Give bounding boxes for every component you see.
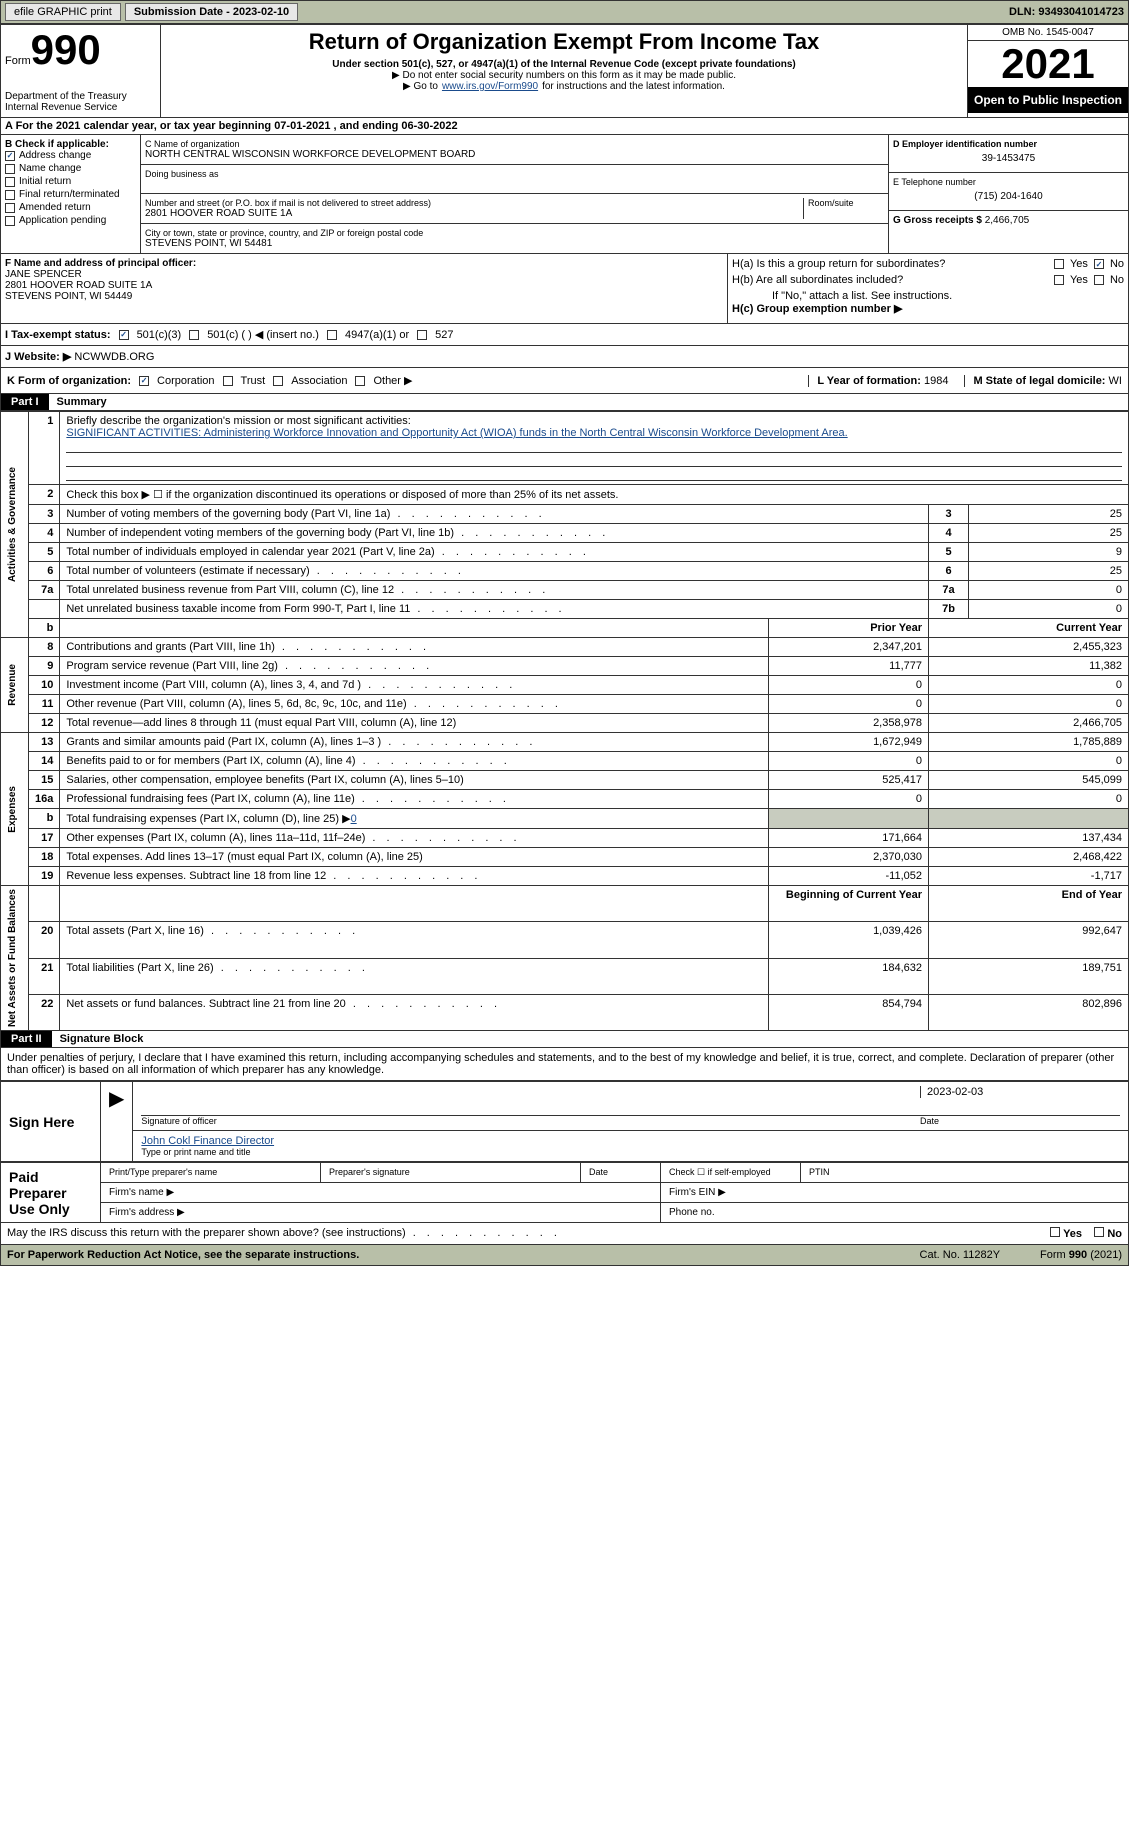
discuss-no[interactable] (1094, 1227, 1104, 1237)
phone-label: E Telephone number (893, 177, 1124, 187)
website-row: J Website: ▶ NCWWDB.ORG (0, 346, 1129, 368)
hb-label: H(b) Are all subordinates included? (732, 274, 1048, 286)
page-footer: For Paperwork Reduction Act Notice, see … (0, 1245, 1129, 1266)
form-title: Return of Organization Exempt From Incom… (165, 29, 963, 55)
ein-label: D Employer identification number (893, 139, 1124, 149)
chk-final-return[interactable] (5, 190, 15, 200)
chk-name-change[interactable] (5, 164, 15, 174)
ha-yes[interactable] (1054, 259, 1064, 269)
irs-link[interactable]: www.irs.gov/Form990 (442, 81, 538, 92)
gross-value: 2,466,705 (985, 215, 1030, 226)
part1-header: Part I Summary (0, 394, 1129, 411)
chk-501c[interactable] (189, 330, 199, 340)
box-b-label: B Check if applicable: (5, 139, 136, 150)
ha-no[interactable] (1094, 259, 1104, 269)
dln-label: DLN: 93493041014723 (1009, 6, 1124, 18)
dept-label: Department of the Treasury (5, 91, 156, 102)
officer-label: F Name and address of principal officer: (5, 258, 723, 269)
form-number: Form990 (5, 29, 156, 71)
chk-501c3[interactable] (119, 330, 129, 340)
chk-527[interactable] (417, 330, 427, 340)
chk-assoc[interactable] (273, 376, 283, 386)
line1-label: Briefly describe the organization's miss… (66, 415, 1122, 427)
website-value: NCWWDB.ORG (74, 351, 154, 363)
org-name: NORTH CENTRAL WISCONSIN WORKFORCE DEVELO… (145, 149, 884, 160)
submission-date-button[interactable]: Submission Date - 2023-02-10 (125, 3, 298, 21)
ein-value: 39-1453475 (893, 149, 1124, 168)
line2: Check this box ▶ ☐ if the organization d… (60, 485, 1129, 505)
chk-4947[interactable] (327, 330, 337, 340)
tax-year: 2021 (968, 41, 1128, 87)
discuss-yes[interactable] (1050, 1227, 1060, 1237)
chk-corp[interactable] (139, 376, 149, 386)
phone-value: (715) 204-1640 (893, 187, 1124, 206)
hb-note: If "No," attach a list. See instructions… (732, 290, 1124, 302)
ssn-note: ▶ Do not enter social security numbers o… (165, 70, 963, 81)
hb-no[interactable] (1094, 275, 1104, 285)
paid-preparer-label: Paid Preparer Use Only (1, 1163, 101, 1223)
year-formation: 1984 (924, 375, 948, 387)
chk-address-change[interactable] (5, 151, 15, 161)
section-a: A For the 2021 calendar year, or tax yea… (0, 118, 1129, 135)
addr-label: Number and street (or P.O. box if mail i… (145, 198, 799, 208)
side-rev: Revenue (7, 664, 18, 706)
gross-label: G Gross receipts $ (893, 215, 982, 226)
ha-label: H(a) Is this a group return for subordin… (732, 258, 1048, 270)
chk-other[interactable] (355, 376, 365, 386)
side-exp: Expenses (7, 786, 18, 833)
chk-application-pending[interactable] (5, 216, 15, 226)
signer-name: John Cokl Finance Director (141, 1135, 1120, 1147)
sign-here-label: Sign Here (1, 1082, 101, 1162)
goto-note: ▶ Go to www.irs.gov/Form990 for instruct… (165, 81, 963, 92)
arrow-icon: ▶ (101, 1082, 133, 1162)
state-domicile: WI (1109, 375, 1122, 387)
chk-trust[interactable] (223, 376, 233, 386)
summary-table: Activities & Governance 1 Briefly descri… (0, 411, 1129, 1031)
efile-print-button[interactable]: efile GRAPHIC print (5, 3, 121, 21)
signature-intro: Under penalties of perjury, I declare th… (0, 1048, 1129, 1081)
officer-addr2: STEVENS POINT, WI 54449 (5, 291, 723, 302)
room-label: Room/suite (808, 198, 884, 208)
info-grid: B Check if applicable: Address change Na… (0, 135, 1129, 254)
line1-text: SIGNIFICANT ACTIVITIES: Administering Wo… (66, 427, 1122, 439)
city-label: City or town, state or province, country… (145, 228, 884, 238)
org-address: 2801 HOOVER ROAD SUITE 1A (145, 208, 799, 219)
top-toolbar: efile GRAPHIC print Submission Date - 20… (0, 0, 1129, 24)
side-ag: Activities & Governance (7, 467, 18, 582)
public-inspection: Open to Public Inspection (968, 87, 1128, 113)
hc-label: H(c) Group exemption number ▶ (732, 302, 902, 315)
form-subtitle: Under section 501(c), 527, or 4947(a)(1)… (165, 59, 963, 70)
officer-name: JANE SPENCER (5, 269, 723, 280)
sign-here-table: Sign Here ▶ 2023-02-03 Signature of offi… (0, 1081, 1129, 1162)
chk-initial-return[interactable] (5, 177, 15, 187)
side-na: Net Assets or Fund Balances (7, 889, 18, 1027)
hb-yes[interactable] (1054, 275, 1064, 285)
discuss-row: May the IRS discuss this return with the… (0, 1223, 1129, 1245)
korg-row: K Form of organization: Corporation Trus… (0, 368, 1129, 394)
dba-label: Doing business as (145, 169, 884, 179)
form-header: Form990 Department of the Treasury Inter… (0, 24, 1129, 118)
chk-amended[interactable] (5, 203, 15, 213)
irs-label: Internal Revenue Service (5, 102, 156, 113)
paid-preparer-table: Paid Preparer Use Only Print/Type prepar… (0, 1162, 1129, 1223)
omb-number: OMB No. 1545-0047 (968, 25, 1128, 41)
tax-status-row: I Tax-exempt status: 501(c)(3) 501(c) ( … (0, 324, 1129, 346)
officer-h-row: F Name and address of principal officer:… (0, 254, 1129, 324)
org-city: STEVENS POINT, WI 54481 (145, 238, 884, 249)
org-name-label: C Name of organization (145, 139, 884, 149)
officer-addr1: 2801 HOOVER ROAD SUITE 1A (5, 280, 723, 291)
part2-header: Part II Signature Block (0, 1031, 1129, 1048)
